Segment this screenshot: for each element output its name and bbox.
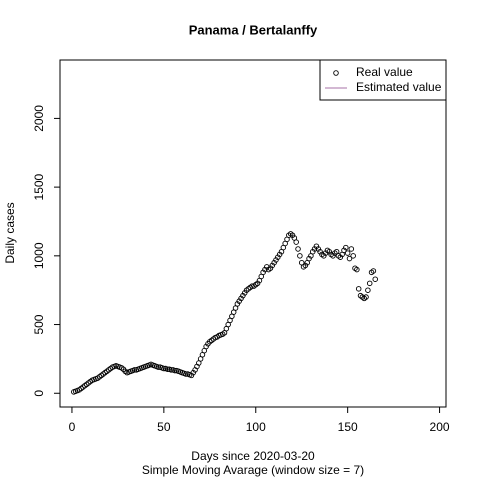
x-tick-label: 150 — [338, 420, 358, 434]
legend-label: Estimated value — [356, 80, 442, 94]
data-point — [161, 365, 167, 372]
data-point — [164, 366, 171, 372]
data-point — [249, 283, 255, 289]
data-point — [293, 239, 299, 245]
x-tick-label: 50 — [157, 420, 171, 434]
plot-frame — [59, 59, 447, 408]
legend-label: Real value — [356, 65, 413, 79]
data-point — [365, 287, 371, 293]
data-point — [155, 364, 162, 370]
data-point — [370, 268, 377, 274]
y-tick-label: 500 — [32, 314, 46, 334]
data-point — [172, 367, 178, 374]
x-tick-label: 200 — [430, 420, 450, 434]
data-point — [363, 294, 369, 300]
legend-symbol — [333, 70, 339, 76]
data-point — [344, 250, 351, 256]
data-point — [366, 280, 373, 287]
data-point — [168, 367, 174, 373]
data-point — [297, 253, 303, 259]
y-tick-label: 1000 — [32, 242, 46, 269]
data-point — [355, 286, 362, 292]
x-axis-label: Days since 2020-03-20 — [191, 449, 315, 463]
data-point — [372, 276, 378, 282]
y-axis-label: Daily cases — [3, 202, 17, 263]
data-point — [295, 246, 301, 252]
y-tick-label: 2000 — [32, 105, 46, 132]
y-tick-label: 1500 — [32, 173, 46, 200]
data-point — [183, 371, 189, 377]
legend-box — [319, 59, 447, 101]
subtitle: Simple Moving Avarage (window size = 7) — [142, 463, 364, 477]
data-point — [346, 255, 353, 262]
data-point — [350, 253, 356, 259]
x-tick-label: 0 — [69, 420, 76, 434]
chart-title: Panama / Bertalanffy — [189, 22, 318, 37]
x-tick-label: 100 — [246, 420, 266, 434]
y-tick-label: 0 — [32, 390, 46, 397]
data-point — [131, 367, 138, 373]
data-point — [354, 266, 360, 273]
data-point — [343, 244, 349, 251]
data-point — [348, 246, 355, 252]
